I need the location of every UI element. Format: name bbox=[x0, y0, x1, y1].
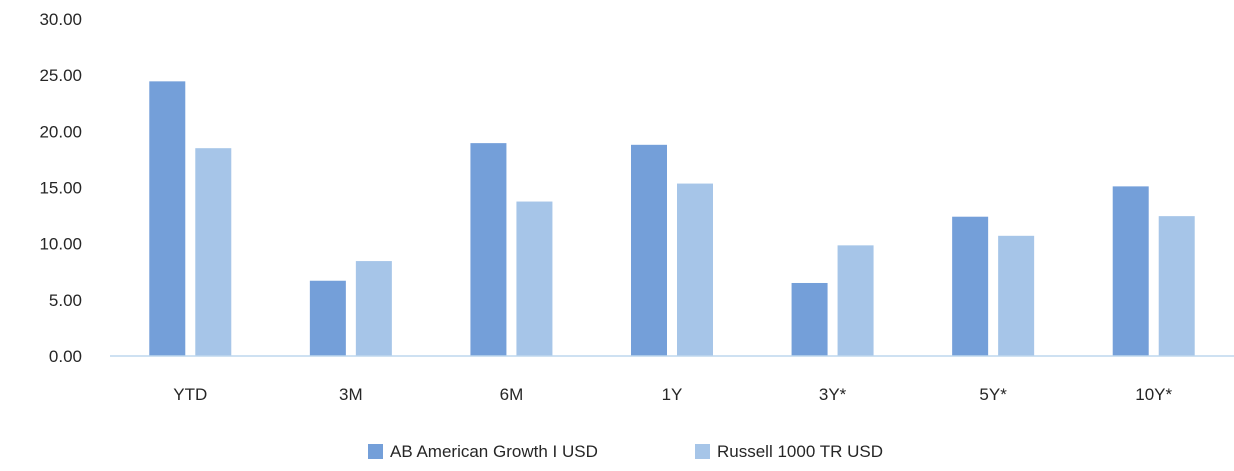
y-tick-label: 0.00 bbox=[49, 347, 82, 366]
bar-benchmark-3y bbox=[837, 245, 874, 356]
legend-label: Russell 1000 TR USD bbox=[717, 442, 883, 461]
x-tick-label: 3M bbox=[339, 385, 363, 404]
bars-group bbox=[149, 81, 1195, 356]
bar-fund-ytd bbox=[149, 81, 186, 356]
bar-benchmark-6m bbox=[516, 201, 553, 356]
legend: AB American Growth I USD Russell 1000 TR … bbox=[368, 442, 883, 461]
bar-benchmark-10y bbox=[1158, 216, 1195, 356]
y-tick-label: 5.00 bbox=[49, 291, 82, 310]
bar-benchmark-3m bbox=[355, 261, 392, 356]
y-axis-ticks: 0.00 5.00 10.00 15.00 20.00 25.00 30.00 bbox=[39, 10, 82, 366]
x-axis-ticks: YTD 3M 6M 1Y 3Y* 5Y* 10Y* bbox=[173, 385, 1172, 404]
legend-swatch bbox=[695, 444, 710, 459]
y-tick-label: 15.00 bbox=[39, 179, 82, 198]
y-tick-label: 20.00 bbox=[39, 122, 82, 141]
bar-fund-6m bbox=[470, 143, 507, 356]
bar-fund-1y bbox=[631, 144, 667, 356]
y-tick-label: 30.00 bbox=[39, 10, 82, 29]
bar-fund-3m bbox=[309, 280, 346, 356]
x-tick-label: YTD bbox=[173, 385, 207, 404]
x-tick-label: 1Y bbox=[662, 385, 683, 404]
y-tick-label: 25.00 bbox=[39, 66, 82, 85]
bar-benchmark-ytd bbox=[195, 148, 232, 356]
x-tick-label: 6M bbox=[500, 385, 524, 404]
bar-benchmark-5y bbox=[998, 235, 1035, 356]
bar-fund-3y bbox=[791, 282, 828, 356]
x-tick-label: 10Y* bbox=[1135, 385, 1172, 404]
legend-swatch bbox=[368, 444, 383, 459]
bar-benchmark-1y bbox=[677, 183, 713, 356]
x-tick-label: 3Y* bbox=[819, 385, 847, 404]
legend-label: AB American Growth I USD bbox=[390, 442, 598, 461]
bar-fund-5y bbox=[952, 216, 989, 356]
x-tick-label: 5Y* bbox=[979, 385, 1007, 404]
y-tick-label: 10.00 bbox=[39, 235, 82, 254]
bar-fund-10y bbox=[1112, 186, 1149, 356]
